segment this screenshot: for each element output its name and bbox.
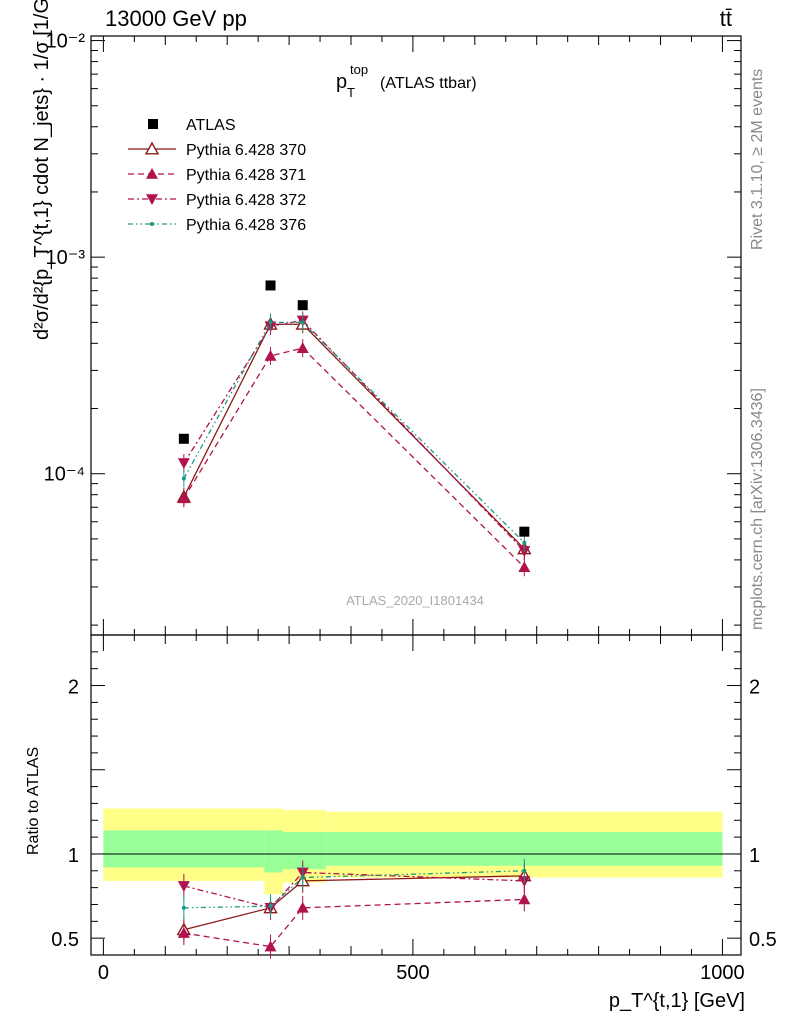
ratio-point [264,940,277,952]
ratio-y-axis-label: Ratio to ATLAS [25,747,42,855]
title-sub: T [347,85,355,100]
y-axis-label: d²σ/d²{p_T^{t,1} cdot N_jets} · 1/σ [1/G… [31,0,53,340]
ratio-tick-label: 0.5 [51,929,79,951]
legend-marker [148,119,158,129]
ratio-tick-label: 1 [68,845,79,867]
x-axis-label: p_T^{t,1} [GeV] [609,990,745,1012]
x-tick-label: 1000 [700,962,745,984]
y-tick-label: 10⁻³ [46,247,86,269]
ratio-point [296,901,309,913]
ratio-point [268,904,273,909]
header-left: 13000 GeV pp [105,6,247,31]
ratio-point [300,875,305,880]
legend-marker [146,194,158,205]
ratio-tick-label-right: 1 [749,845,760,867]
ratio-series-line [183,871,525,909]
ratio-tick-label-right: 2 [749,677,760,699]
series-point [177,458,190,470]
series-point [264,349,277,361]
series-line [183,323,525,550]
y-axis-label-text: d²σ/d²{p_T^{t,1} cdot N_jets} · 1/σ [1/G… [31,0,53,340]
x-tick-label: 500 [396,962,429,984]
series-line [183,319,525,552]
ratio-point [181,905,186,910]
ratio-frame [90,634,742,956]
inner-band [264,830,283,873]
analysis-watermark: ATLAS_2020_I1801434 [346,593,484,608]
legend-label: ATLAS [186,117,236,134]
ratio-point [522,868,527,873]
mcplots-label: mcplots.cern.ch [arXiv:1306.3436] [749,388,766,630]
legend-label: Pythia 6.428 371 [186,167,306,184]
data-point [297,300,308,311]
x-axis-label-text: p_T^{t,1} [GeV] [609,990,745,1012]
series-point [300,320,305,325]
ratio-point [518,893,531,905]
ratio-tick-label-right: 0.5 [749,929,777,951]
plot-title: p top T (ATLAS ttbar) [336,62,477,100]
title-sup: top [350,62,368,77]
ratio-series-line [183,898,525,948]
series-point [177,492,190,504]
series-point [522,540,527,545]
x-tick-label: 0 [98,962,109,984]
data-point [519,526,530,537]
ratio-series-line [183,870,525,909]
inner-band [282,832,327,870]
title-main: p [336,71,347,93]
legend-label: Pythia 6.428 372 [186,192,306,209]
rivet-label: Rivet 3.1.10, ≥ 2M events [749,69,766,250]
series-point [268,320,273,325]
legend-label: Pythia 6.428 376 [186,217,306,234]
series-line [183,347,525,568]
y-tick-label: 10⁻⁴ [44,464,85,486]
inner-band [103,830,265,868]
ratio-tick-label: 2 [68,677,79,699]
series-point [518,561,531,573]
series-point [181,476,186,481]
series-line [183,321,525,544]
series-point [296,342,309,353]
legend-marker [146,168,158,179]
legend-marker [150,222,154,226]
ratio-point [177,881,190,892]
header-right: tt̄ [720,6,732,31]
title-rest: (ATLAS ttbar) [380,75,477,92]
y-tick-label: 10⁻² [46,31,86,53]
legend-label: Pythia 6.428 370 [186,142,306,159]
ratio-series-line [183,875,525,931]
data-point [178,433,189,444]
ratio-point [177,927,190,938]
legend-marker [144,141,160,155]
data-point [265,280,276,291]
